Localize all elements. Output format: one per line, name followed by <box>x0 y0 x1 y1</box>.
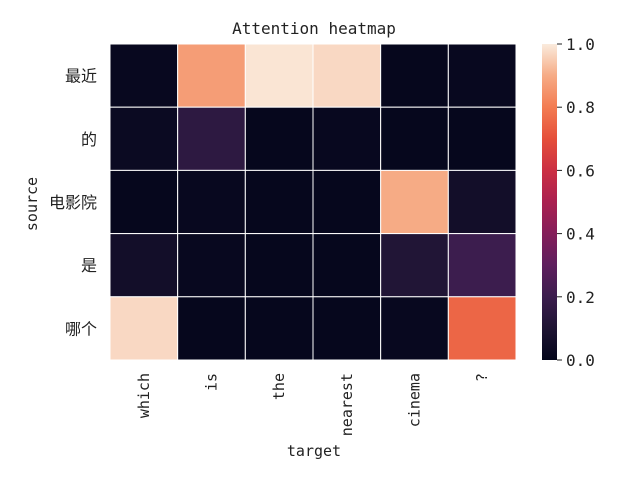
x-axis-label: target <box>287 442 341 460</box>
y-tick-label: 电影院 <box>49 193 97 212</box>
heatmap-cell <box>380 106 449 171</box>
heatmap-cell <box>177 43 246 108</box>
heatmap-cell <box>447 43 517 108</box>
heatmap-cell <box>380 169 449 235</box>
y-tick-label: 是 <box>81 256 97 275</box>
colorbar-tick-label: 1.0 <box>566 35 595 54</box>
y-tick-label: 最近 <box>65 67 97 86</box>
heatmap-cell <box>312 43 382 108</box>
chart-title: Attention heatmap <box>232 19 396 38</box>
heatmap-cell <box>380 43 449 108</box>
colorbar-tick-label: 0.6 <box>566 161 595 180</box>
heatmap-cell <box>312 106 382 171</box>
heatmap-cell <box>177 106 246 171</box>
x-tick-label: ? <box>473 373 491 382</box>
x-tick-label: which <box>135 373 153 418</box>
y-axis-label: source <box>23 177 41 231</box>
colorbar <box>542 44 557 360</box>
heatmap-cell <box>177 233 246 298</box>
heatmap-cell <box>312 233 382 298</box>
heatmap-cell <box>244 233 314 298</box>
heatmap-cell <box>447 106 517 171</box>
heatmap-cell <box>177 296 246 361</box>
heatmap-cell <box>244 296 314 361</box>
x-tick-label: is <box>203 373 221 391</box>
heatmap-cell <box>312 169 382 235</box>
colorbar-tick-label: 0.8 <box>566 98 595 117</box>
heatmap-cell <box>109 296 179 361</box>
heatmap-cell <box>447 233 517 298</box>
heatmap-cell <box>109 43 179 108</box>
colorbar-tick-label: 0.4 <box>566 225 595 244</box>
colorbar-tick-label: 0.2 <box>566 288 595 307</box>
heatmap-cells <box>109 43 517 361</box>
x-tick-label: the <box>270 373 288 400</box>
heatmap-cell <box>109 233 179 298</box>
y-tick-label: 的 <box>81 130 97 149</box>
heatmap-cell <box>380 296 449 361</box>
colorbar-ticks: 0.0 0.2 0.4 0.6 0.8 1.0 <box>557 35 595 370</box>
heatmap-cell <box>244 169 314 235</box>
heatmap-cell <box>312 296 382 361</box>
heatmap-cell <box>380 233 449 298</box>
heatmap-cell <box>447 296 517 361</box>
x-tick-label: cinema <box>406 373 424 427</box>
heatmap-cell <box>447 169 517 235</box>
x-tick-labels: which is the nearest cinema? <box>135 373 491 436</box>
colorbar-tick-label: 0.0 <box>566 351 595 370</box>
heatmap-cell <box>244 106 314 171</box>
heatmap-cell <box>244 43 314 108</box>
heatmap-cell <box>109 169 179 235</box>
heatmap-cell <box>109 106 179 171</box>
y-tick-label: 哪个 <box>65 319 97 338</box>
x-tick-label: nearest <box>338 373 356 436</box>
heatmap-cell <box>177 169 246 235</box>
